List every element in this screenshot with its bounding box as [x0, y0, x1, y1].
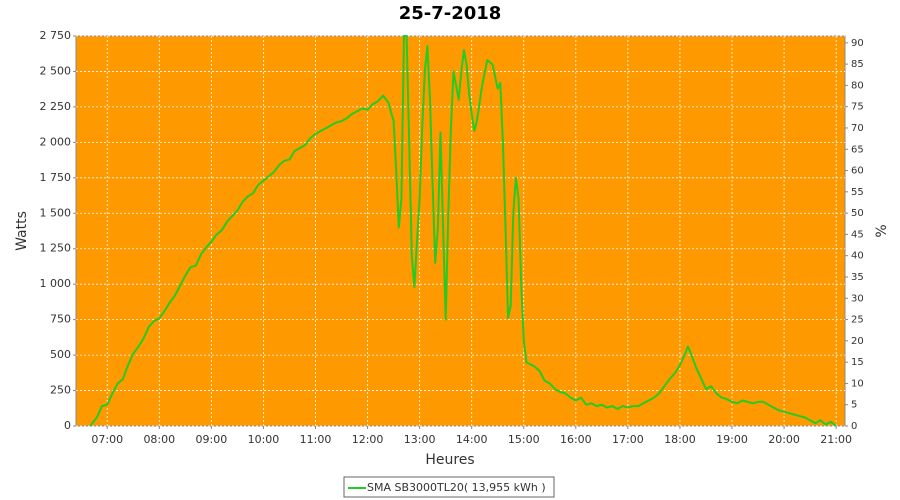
y2-tick-label: 5 — [851, 400, 857, 411]
y2-tick-label: 35 — [851, 272, 864, 283]
x-tick-label: 20:00 — [768, 433, 800, 446]
y2-tick-label: 45 — [851, 229, 864, 240]
x-axis-title: Heures — [425, 452, 474, 468]
x-tick-label: 15:00 — [508, 433, 540, 446]
x-tick-label: 17:00 — [612, 433, 644, 446]
y2-tick-label: 20 — [851, 336, 864, 347]
y-tick-label: 1 000 — [40, 277, 72, 290]
y2-tick-label: 75 — [851, 102, 864, 113]
y2-tick-label: 15 — [851, 357, 864, 368]
x-tick-label: 13:00 — [404, 433, 436, 446]
y2-tick-label: 40 — [851, 251, 864, 262]
y2-tick-label: 85 — [851, 59, 864, 70]
y2-tick-label: 50 — [851, 208, 864, 219]
x-tick-label: 11:00 — [300, 433, 332, 446]
y2-tick-label: 0 — [851, 421, 857, 432]
y-tick-label: 2 250 — [40, 100, 72, 113]
y2-tick-label: 70 — [851, 123, 864, 134]
y-tick-label: 2 000 — [40, 135, 72, 148]
x-tick-label: 07:00 — [91, 433, 123, 446]
y2-tick-label: 80 — [851, 80, 864, 91]
y2-axis-title: % — [874, 224, 890, 237]
x-tick-label: 09:00 — [196, 433, 228, 446]
y-tick-label: 750 — [50, 313, 71, 326]
x-tick-label: 16:00 — [560, 433, 592, 446]
legend-label: SMA SB3000TL20( 13,955 kWh ) — [367, 481, 546, 494]
x-tick-label: 08:00 — [143, 433, 175, 446]
y-tick-label: 250 — [50, 384, 71, 397]
y2-tick-label: 25 — [851, 315, 864, 326]
y-tick-label: 1 750 — [40, 171, 72, 184]
y2-tick-label: 60 — [851, 166, 864, 177]
y-tick-label: 1 500 — [40, 206, 72, 219]
y2-tick-label: 90 — [851, 38, 864, 49]
y-axis-title: Watts — [14, 211, 30, 251]
plot-area — [75, 35, 846, 427]
legend-box — [343, 476, 555, 498]
y-tick-label: 2 500 — [40, 64, 72, 77]
y-tick-label: 1 250 — [40, 242, 72, 255]
y2-tick-label: 55 — [851, 187, 864, 198]
x-tick-label: 10:00 — [248, 433, 280, 446]
x-tick-label: 21:00 — [820, 433, 852, 446]
y2-tick-label: 65 — [851, 144, 864, 155]
x-tick-label: 18:00 — [664, 433, 696, 446]
x-tick-label: 19:00 — [716, 433, 748, 446]
y-tick-label: 0 — [64, 419, 71, 432]
y-tick-label: 500 — [50, 348, 71, 361]
y-tick-label: 2 750 — [40, 29, 72, 42]
y2-tick-label: 30 — [851, 293, 864, 304]
x-tick-label: 12:00 — [352, 433, 384, 446]
chart-title: 25-7-2018 — [399, 3, 502, 24]
x-tick-label: 14:00 — [456, 433, 488, 446]
y2-tick-label: 10 — [851, 378, 864, 389]
data-line — [89, 35, 837, 427]
